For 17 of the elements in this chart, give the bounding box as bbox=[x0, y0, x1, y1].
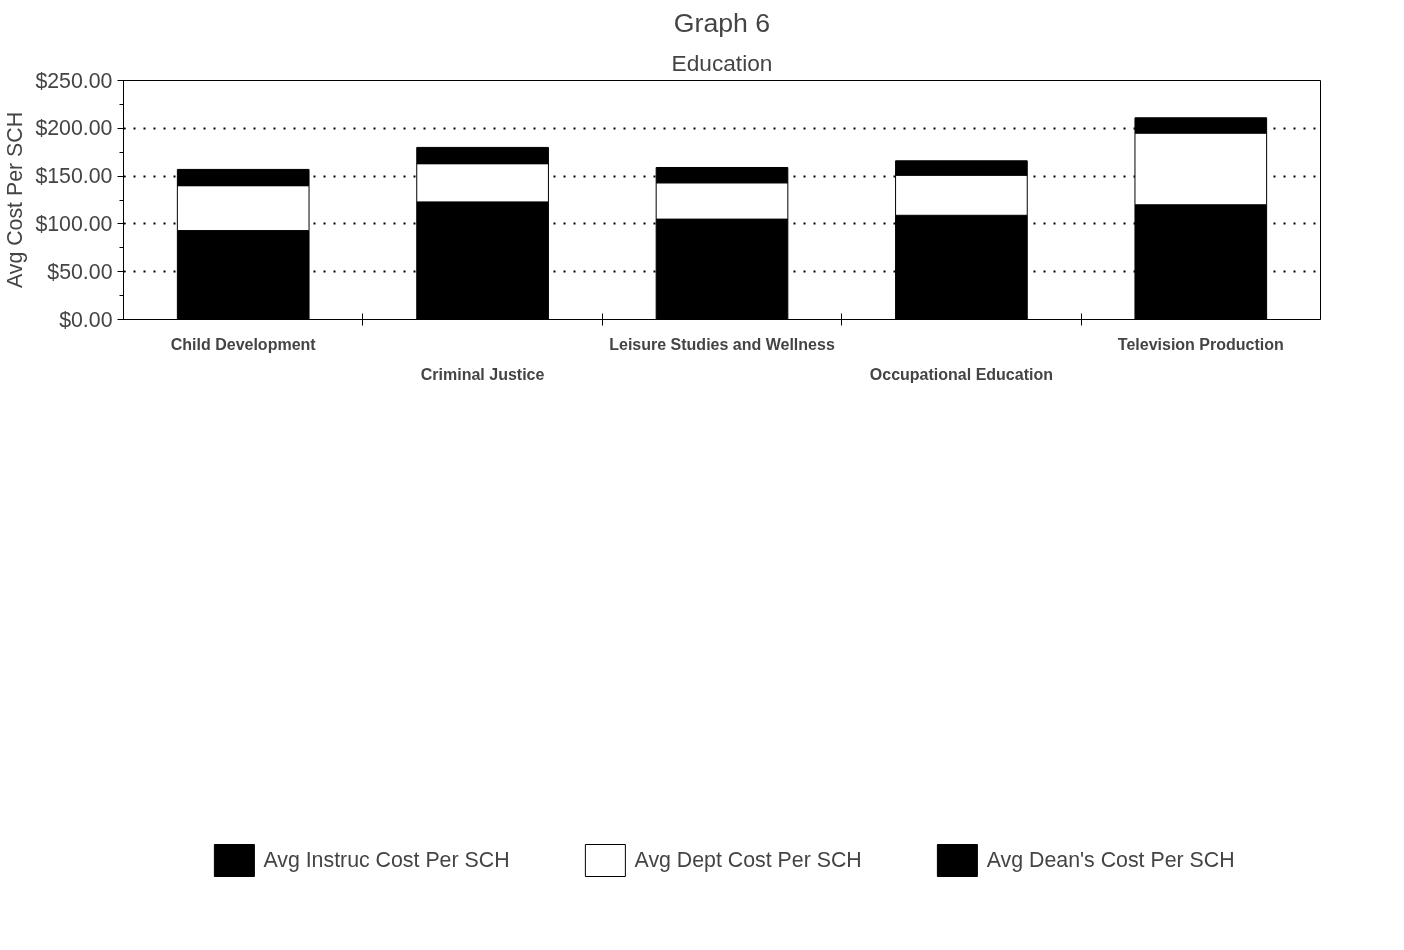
x-tick-label: Criminal Justice bbox=[420, 365, 545, 383]
x-tick-label: Leisure Studies and Wellness bbox=[609, 335, 835, 353]
y-axis-title: Avg Cost Per SCH bbox=[3, 111, 28, 289]
legend-label: Avg Dept Cost Per SCH bbox=[634, 847, 862, 873]
y-tick-label: $50.00 bbox=[47, 259, 113, 284]
chart-title: Graph 6 bbox=[673, 7, 771, 38]
chart-subtitle: Education bbox=[671, 49, 773, 76]
y-tick-label: $250.00 bbox=[35, 68, 113, 93]
x-tick-label: Occupational Education bbox=[869, 365, 1053, 383]
y-tick-label: $0.00 bbox=[59, 307, 113, 332]
legend-label: Avg Instruc Cost Per SCH bbox=[263, 847, 510, 873]
x-tick-label: Television Production bbox=[1117, 335, 1284, 353]
legend-label: Avg Dean's Cost Per SCH bbox=[986, 847, 1235, 873]
y-tick-label: $150.00 bbox=[35, 164, 113, 189]
x-tick-label: Child Development bbox=[170, 335, 317, 353]
y-tick-label: $100.00 bbox=[35, 211, 113, 236]
y-tick-label: $200.00 bbox=[35, 116, 113, 141]
